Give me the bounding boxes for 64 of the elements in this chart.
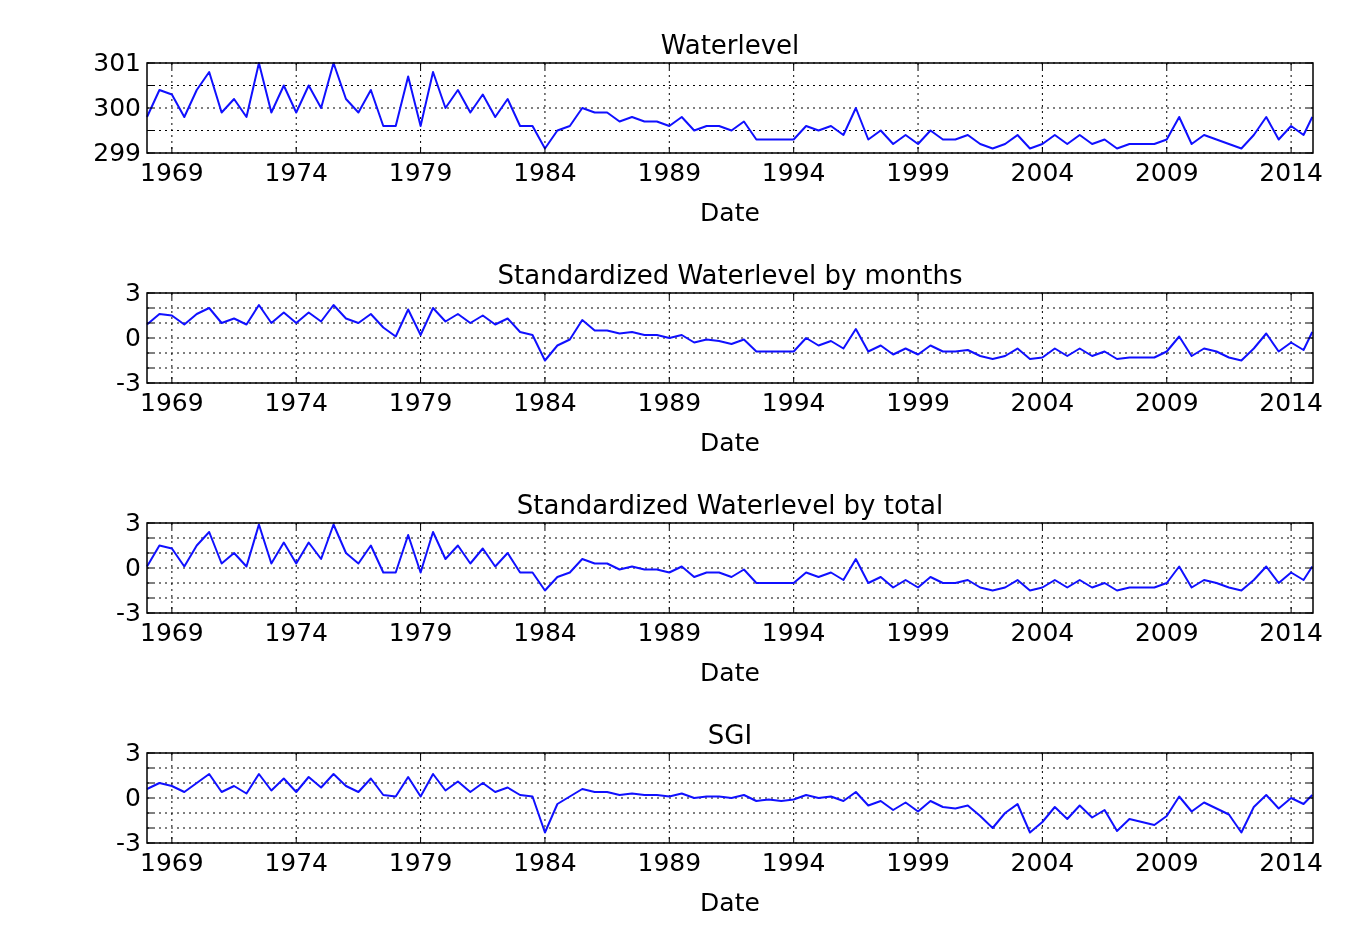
x-tick-label: 1994 <box>761 618 826 647</box>
x-tick-label: 2004 <box>1010 388 1075 417</box>
x-tick-label: 2004 <box>1010 848 1075 877</box>
x-tick-label: 1979 <box>388 158 453 187</box>
x-tick-label: 1979 <box>388 388 453 417</box>
x-tick-label: 2009 <box>1134 158 1199 187</box>
y-tick-label: 299 <box>93 138 141 167</box>
x-tick-label: 1994 <box>761 388 826 417</box>
line-series <box>146 523 1314 592</box>
x-tick-label: 1999 <box>886 388 950 417</box>
x-tick-label: 1969 <box>140 848 204 877</box>
y-tick-label: 0 <box>125 553 141 582</box>
x-tick-label: 1979 <box>388 618 453 647</box>
x-tick-label: 1984 <box>513 618 577 647</box>
y-tick-label: 300 <box>93 93 141 122</box>
chart-title: Standardized Waterlevel by months <box>497 260 963 290</box>
x-tick-label: 2014 <box>1259 388 1323 417</box>
x-axis-title: Date <box>700 198 760 227</box>
line-series <box>146 304 1314 362</box>
x-tick-label: 1969 <box>140 388 204 417</box>
x-tick-label: 1969 <box>140 618 204 647</box>
x-tick-label: 1974 <box>264 618 329 647</box>
x-tick-label: 1994 <box>761 848 826 877</box>
x-tick-label: 1994 <box>761 158 826 187</box>
x-tick-label: 1989 <box>637 848 702 877</box>
x-tick-label: 2014 <box>1259 848 1323 877</box>
chart-title: Standardized Waterlevel by total <box>516 490 944 520</box>
y-tick-label: 3 <box>125 278 141 307</box>
x-tick-label: 1979 <box>388 848 453 877</box>
x-tick-label: 1989 <box>637 388 702 417</box>
y-tick-label: 3 <box>125 738 141 767</box>
x-tick-label: 2004 <box>1010 158 1075 187</box>
x-tick-label: 1999 <box>886 848 950 877</box>
x-tick-label: 2009 <box>1134 618 1199 647</box>
x-tick-label: 1974 <box>264 848 329 877</box>
x-axis-title: Date <box>700 428 760 457</box>
x-tick-label: 1974 <box>264 158 329 187</box>
line-series <box>146 773 1314 834</box>
x-tick-label: 1984 <box>513 848 577 877</box>
y-tick-label: -3 <box>116 828 141 857</box>
x-tick-label: 1999 <box>886 618 950 647</box>
x-tick-label: 1974 <box>264 388 329 417</box>
x-tick-label: 1989 <box>637 158 702 187</box>
x-tick-label: 1999 <box>886 158 950 187</box>
x-tick-label: 2009 <box>1134 848 1199 877</box>
x-tick-label: 2014 <box>1259 618 1323 647</box>
x-tick-label: 1969 <box>140 158 204 187</box>
y-tick-label: 0 <box>125 323 141 352</box>
x-tick-label: 2004 <box>1010 618 1075 647</box>
x-tick-label: 1989 <box>637 618 702 647</box>
chart-title: Waterlevel <box>660 30 800 60</box>
y-tick-label: 0 <box>125 783 141 812</box>
x-tick-label: 1984 <box>513 158 577 187</box>
x-tick-label: 1984 <box>513 388 577 417</box>
y-tick-label: 301 <box>93 48 141 77</box>
y-tick-label: -3 <box>116 598 141 627</box>
x-axis-title: Date <box>700 658 760 687</box>
x-tick-label: 2014 <box>1259 158 1323 187</box>
y-tick-label: -3 <box>116 368 141 397</box>
y-tick-label: 3 <box>125 508 141 537</box>
x-axis-title: Date <box>700 888 760 917</box>
x-tick-label: 2009 <box>1134 388 1199 417</box>
line-series <box>146 62 1314 150</box>
chart-title: SGI <box>707 720 753 750</box>
